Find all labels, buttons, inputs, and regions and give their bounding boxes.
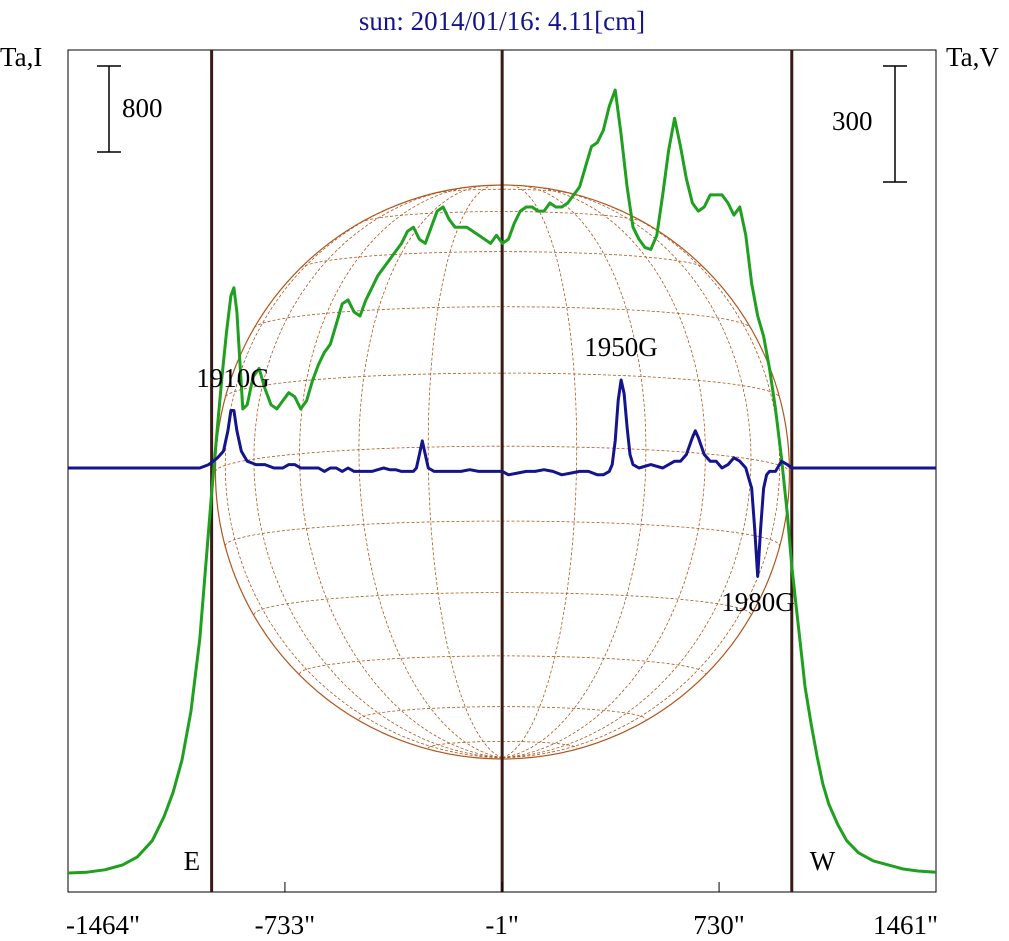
annotation-label: 1910G (196, 363, 270, 393)
left-scale-bar-label: 800 (122, 93, 163, 123)
annotations: 1910G 1950G 1980G (196, 332, 795, 617)
x-tick-label: -1" (485, 910, 519, 940)
x-axis-ticks: -1464" -733" -1" 730" 1461" (66, 882, 938, 940)
longitude-line (224, 202, 503, 759)
right-scale-bar (883, 65, 907, 183)
longitude-line (502, 202, 781, 759)
right-axis-label: Ta,V (946, 42, 999, 72)
annotation-label: 1950G (584, 332, 658, 362)
right-scale-bar-label: 300 (832, 106, 873, 136)
limb-label-e: E (184, 846, 201, 876)
series-line-i (67, 88, 937, 875)
chart-title: sun: 2014/01/16: 4.11[cm] (359, 6, 645, 36)
x-tick-label: -1464" (66, 910, 140, 940)
left-scale-bar (97, 65, 121, 153)
longitude-line (253, 189, 503, 759)
latitude-line (300, 251, 705, 269)
longitude-line (502, 186, 706, 759)
x-tick-label: -733" (255, 910, 316, 940)
longitude-line (502, 189, 752, 759)
longitude-line (299, 186, 503, 759)
x-tick-label: 730" (693, 910, 745, 940)
series-line-v (68, 378, 936, 578)
series-group (67, 88, 937, 875)
annotation-label: 1980G (721, 587, 795, 617)
limb-label-w: W (810, 846, 836, 876)
longitude-line (358, 185, 503, 759)
longitude-line (427, 184, 503, 759)
x-tick-label: 1461" (873, 910, 938, 940)
longitude-line (502, 184, 578, 759)
left-axis-label: Ta,I (0, 42, 42, 72)
